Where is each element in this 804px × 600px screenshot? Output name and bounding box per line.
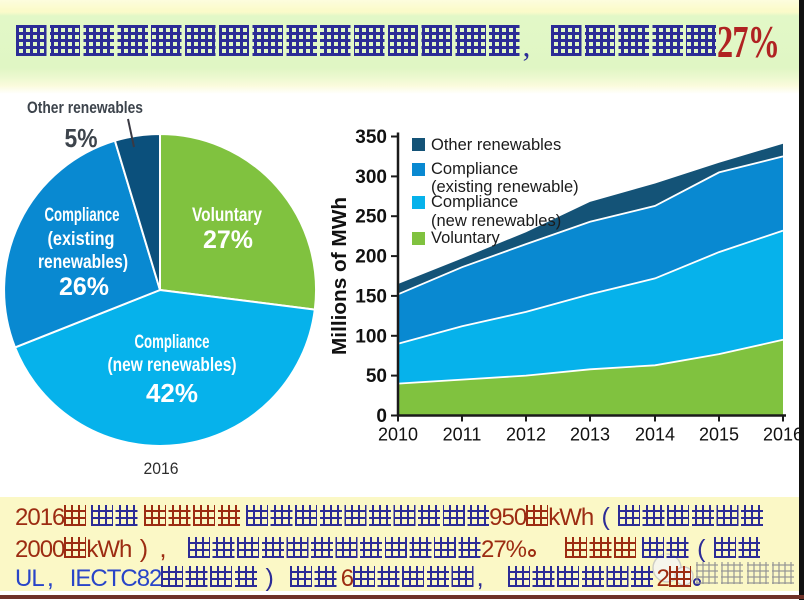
svg-text:2015: 2015 xyxy=(699,425,739,445)
svg-text:Other renewables: Other renewables xyxy=(431,136,561,154)
svg-text:(new renewables): (new renewables) xyxy=(108,355,237,376)
svg-text:100: 100 xyxy=(355,326,387,347)
svg-text:(new renewables): (new renewables) xyxy=(431,212,561,230)
svg-text:2016: 2016 xyxy=(763,425,803,445)
svg-text:2014: 2014 xyxy=(635,425,675,445)
svg-text:26%: 26% xyxy=(59,273,109,301)
svg-text:2010: 2010 xyxy=(378,425,418,445)
svg-text:300: 300 xyxy=(355,167,387,188)
svg-text:Compliance: Compliance xyxy=(431,193,518,211)
svg-text:250: 250 xyxy=(355,207,387,228)
svg-text:2013: 2013 xyxy=(570,425,610,445)
svg-text:(existing renewable): (existing renewable) xyxy=(431,178,579,196)
svg-text:Compliance: Compliance xyxy=(135,332,210,353)
svg-text:renewables): renewables) xyxy=(38,252,128,273)
svg-text:350: 350 xyxy=(355,127,387,148)
svg-text:Voluntary: Voluntary xyxy=(192,205,262,226)
svg-text:2012: 2012 xyxy=(506,425,546,445)
svg-text:Voluntary: Voluntary xyxy=(431,229,501,247)
svg-text:200: 200 xyxy=(355,247,387,268)
svg-text:2011: 2011 xyxy=(443,425,482,445)
svg-text:27%: 27% xyxy=(203,226,253,254)
svg-text:150: 150 xyxy=(355,286,387,307)
svg-text:50: 50 xyxy=(366,366,387,387)
svg-text:2016: 2016 xyxy=(144,459,179,478)
svg-text:(existing: (existing xyxy=(48,229,115,250)
svg-text:Millions of MWh: Millions of MWh xyxy=(329,197,351,355)
svg-text:Compliance: Compliance xyxy=(431,160,518,178)
svg-text:Compliance: Compliance xyxy=(45,205,120,226)
svg-text:42%: 42% xyxy=(146,378,198,408)
svg-text:Other renewables: Other renewables xyxy=(27,98,143,117)
svg-text:5%: 5% xyxy=(65,123,98,153)
svg-text:0: 0 xyxy=(376,406,387,427)
